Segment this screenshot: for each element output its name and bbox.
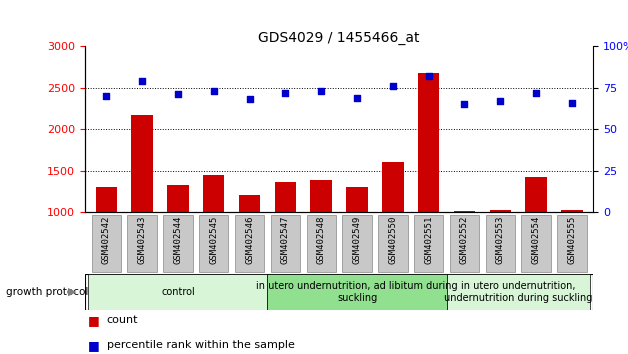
Text: GSM402549: GSM402549 xyxy=(352,216,362,264)
Text: ■: ■ xyxy=(88,339,100,352)
Text: GSM402546: GSM402546 xyxy=(245,216,254,264)
FancyBboxPatch shape xyxy=(485,215,515,272)
Point xyxy=(316,88,326,94)
Point xyxy=(567,100,577,105)
Bar xyxy=(454,211,475,212)
Bar xyxy=(131,115,153,212)
Bar xyxy=(382,162,404,212)
FancyBboxPatch shape xyxy=(378,215,408,272)
Text: GSM402547: GSM402547 xyxy=(281,216,290,264)
Point xyxy=(352,95,362,101)
FancyBboxPatch shape xyxy=(271,215,300,272)
FancyBboxPatch shape xyxy=(557,215,587,272)
Point xyxy=(495,98,506,104)
Point xyxy=(280,90,290,96)
FancyBboxPatch shape xyxy=(127,215,157,272)
Text: GSM402544: GSM402544 xyxy=(173,216,182,264)
Text: ■: ■ xyxy=(88,314,100,327)
FancyBboxPatch shape xyxy=(342,215,372,272)
Title: GDS4029 / 1455466_at: GDS4029 / 1455466_at xyxy=(258,31,420,45)
FancyBboxPatch shape xyxy=(306,215,336,272)
Bar xyxy=(274,182,296,212)
Text: in utero undernutrition,
undernutrition during suckling: in utero undernutrition, undernutrition … xyxy=(444,281,592,303)
Bar xyxy=(95,187,117,212)
Text: count: count xyxy=(107,315,138,325)
Text: GSM402554: GSM402554 xyxy=(532,216,541,264)
Text: ▶: ▶ xyxy=(68,287,77,297)
Bar xyxy=(167,184,188,212)
FancyBboxPatch shape xyxy=(414,215,443,272)
Point xyxy=(208,88,219,94)
Bar xyxy=(418,73,440,212)
FancyBboxPatch shape xyxy=(268,274,447,310)
Text: GSM402555: GSM402555 xyxy=(568,216,577,264)
Bar xyxy=(561,210,583,212)
FancyBboxPatch shape xyxy=(447,274,590,310)
Point xyxy=(137,78,147,84)
Bar xyxy=(310,179,332,212)
Text: percentile rank within the sample: percentile rank within the sample xyxy=(107,340,295,350)
Text: GSM402545: GSM402545 xyxy=(209,216,219,264)
Bar xyxy=(490,210,511,212)
Point xyxy=(531,90,541,96)
Text: in utero undernutrition, ad libitum during
suckling: in utero undernutrition, ad libitum duri… xyxy=(256,281,458,303)
Bar xyxy=(526,177,547,212)
Point xyxy=(424,73,434,79)
Text: GSM402543: GSM402543 xyxy=(138,216,146,264)
Point xyxy=(101,93,111,99)
Text: GSM402548: GSM402548 xyxy=(317,216,326,264)
FancyBboxPatch shape xyxy=(89,274,268,310)
FancyBboxPatch shape xyxy=(450,215,479,272)
FancyBboxPatch shape xyxy=(235,215,264,272)
Point xyxy=(244,96,254,102)
Point xyxy=(388,83,398,89)
Text: GSM402553: GSM402553 xyxy=(496,216,505,264)
Bar xyxy=(203,175,224,212)
Text: GSM402542: GSM402542 xyxy=(102,216,111,264)
Text: GSM402552: GSM402552 xyxy=(460,216,469,264)
Bar xyxy=(239,195,261,212)
FancyBboxPatch shape xyxy=(521,215,551,272)
FancyBboxPatch shape xyxy=(163,215,193,272)
Text: growth protocol: growth protocol xyxy=(6,287,89,297)
Text: GSM402550: GSM402550 xyxy=(388,216,398,264)
FancyBboxPatch shape xyxy=(199,215,229,272)
Bar xyxy=(346,187,368,212)
Point xyxy=(173,91,183,97)
Point xyxy=(460,101,470,107)
Text: control: control xyxy=(161,287,195,297)
FancyBboxPatch shape xyxy=(92,215,121,272)
Text: GSM402551: GSM402551 xyxy=(424,216,433,264)
